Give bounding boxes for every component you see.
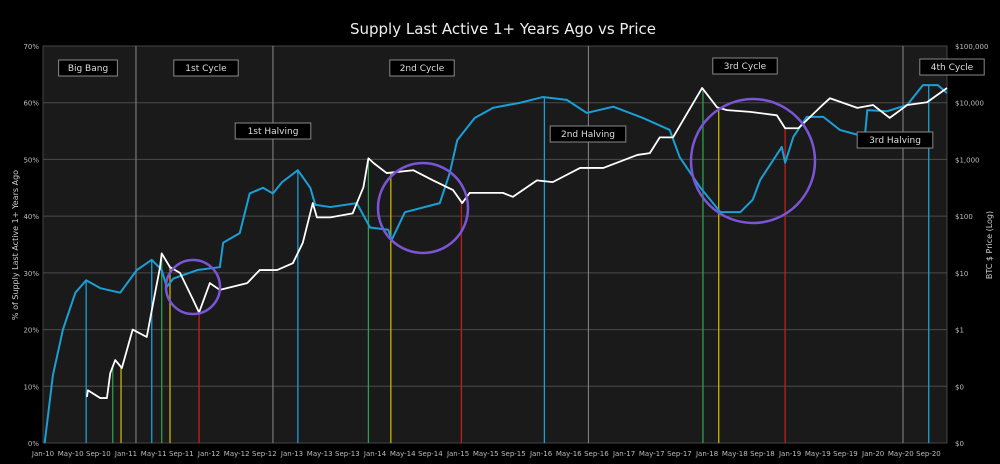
x-tick-label: May-14 bbox=[390, 450, 416, 458]
annotation-label: Big Bang bbox=[68, 64, 108, 74]
x-tick-label: May-11 bbox=[141, 450, 167, 458]
y-tick-label: 10% bbox=[23, 383, 39, 391]
x-tick-label: May-18 bbox=[722, 450, 748, 458]
x-tick-label: Sep-16 bbox=[584, 450, 609, 458]
x-tick-label: Sep-19 bbox=[833, 450, 858, 458]
y-tick-label: 50% bbox=[23, 156, 39, 164]
annotation-label: 3rd Halving bbox=[869, 136, 921, 146]
x-tick-label: May-12 bbox=[224, 450, 250, 458]
x-tick-label: Sep-17 bbox=[667, 450, 692, 458]
x-tick-label: May-15 bbox=[473, 450, 499, 458]
y2-tick-label: $1 bbox=[955, 327, 964, 335]
x-tick-label: Sep-14 bbox=[418, 450, 443, 458]
annotation-box bbox=[234, 122, 312, 140]
annotation-label: 4th Cycle bbox=[931, 63, 974, 73]
x-tick-label: May-20 bbox=[888, 450, 914, 458]
y2-tick-label: $10,000 bbox=[955, 100, 984, 108]
x-tick-label: Sep-12 bbox=[252, 450, 277, 458]
annotation-label: 2nd Halving bbox=[561, 130, 615, 140]
price-series-line bbox=[86, 87, 948, 399]
y2-tick-label: $1,000 bbox=[955, 156, 980, 164]
x-tick-label: Sep-15 bbox=[501, 450, 526, 458]
y-axis-label: % of Supply Last Active 1+ Years Ago bbox=[11, 170, 20, 320]
x-tick-label: Sep-10 bbox=[86, 450, 111, 458]
annotation-box bbox=[712, 57, 778, 75]
highlight-circle bbox=[376, 161, 470, 255]
chart-title: Supply Last Active 1+ Years Ago vs Price bbox=[350, 20, 656, 38]
annotation-label: 3rd Cycle bbox=[724, 62, 767, 72]
highlight-circle bbox=[689, 97, 817, 225]
x-tick-label: Sep-20 bbox=[916, 450, 941, 458]
y2-tick-label: $100,000 bbox=[955, 43, 988, 51]
y2-axis-label: BTC $ Price (Log) bbox=[985, 211, 994, 279]
y-tick-label: 40% bbox=[23, 213, 39, 221]
x-tick-label: Jan-16 bbox=[529, 450, 553, 458]
annotation-label: 1st Cycle bbox=[185, 64, 227, 74]
x-tick-label: Jan-13 bbox=[280, 450, 303, 458]
y-tick-label: 70% bbox=[23, 43, 39, 51]
y2-tick-label: $0 bbox=[955, 383, 964, 391]
x-tick-label: Jan-15 bbox=[446, 450, 469, 458]
x-tick-label: Jan-11 bbox=[114, 450, 137, 458]
x-tick-label: Jan-20 bbox=[861, 450, 884, 458]
y2-tick-label: $0 bbox=[955, 440, 964, 448]
y2-tick-label: $10 bbox=[955, 270, 968, 278]
y-tick-label: 30% bbox=[23, 270, 39, 278]
annotation-label: 2nd Cycle bbox=[400, 64, 445, 74]
y-tick-label: 20% bbox=[23, 327, 39, 335]
highlight-circle bbox=[164, 258, 222, 316]
x-tick-label: Jan-18 bbox=[695, 450, 718, 458]
annotation-box bbox=[389, 59, 455, 77]
annotation-box bbox=[173, 59, 239, 77]
x-tick-label: May-19 bbox=[805, 450, 831, 458]
annotation-box bbox=[58, 59, 118, 77]
x-tick-label: Jan-19 bbox=[778, 450, 801, 458]
x-tick-label: Sep-11 bbox=[169, 450, 194, 458]
y2-tick-label: $100 bbox=[955, 213, 973, 221]
x-tick-label: Jan-10 bbox=[31, 450, 54, 458]
annotation-box bbox=[919, 58, 985, 76]
x-tick-label: Sep-18 bbox=[750, 450, 775, 458]
x-tick-label: May-17 bbox=[639, 450, 665, 458]
annotation-label: 1st Halving bbox=[248, 127, 299, 137]
x-tick-label: Jan-12 bbox=[197, 450, 220, 458]
x-tick-label: May-13 bbox=[307, 450, 333, 458]
y-tick-label: 60% bbox=[23, 100, 39, 108]
annotation-box bbox=[856, 131, 934, 149]
x-tick-label: May-10 bbox=[58, 450, 84, 458]
annotation-box bbox=[549, 125, 627, 143]
x-tick-label: May-16 bbox=[556, 450, 582, 458]
y-tick-label: 0% bbox=[28, 440, 39, 448]
x-tick-label: Jan-14 bbox=[363, 450, 387, 458]
x-tick-label: Sep-13 bbox=[335, 450, 360, 458]
x-tick-label: Jan-17 bbox=[612, 450, 635, 458]
plot-area bbox=[42, 45, 948, 444]
